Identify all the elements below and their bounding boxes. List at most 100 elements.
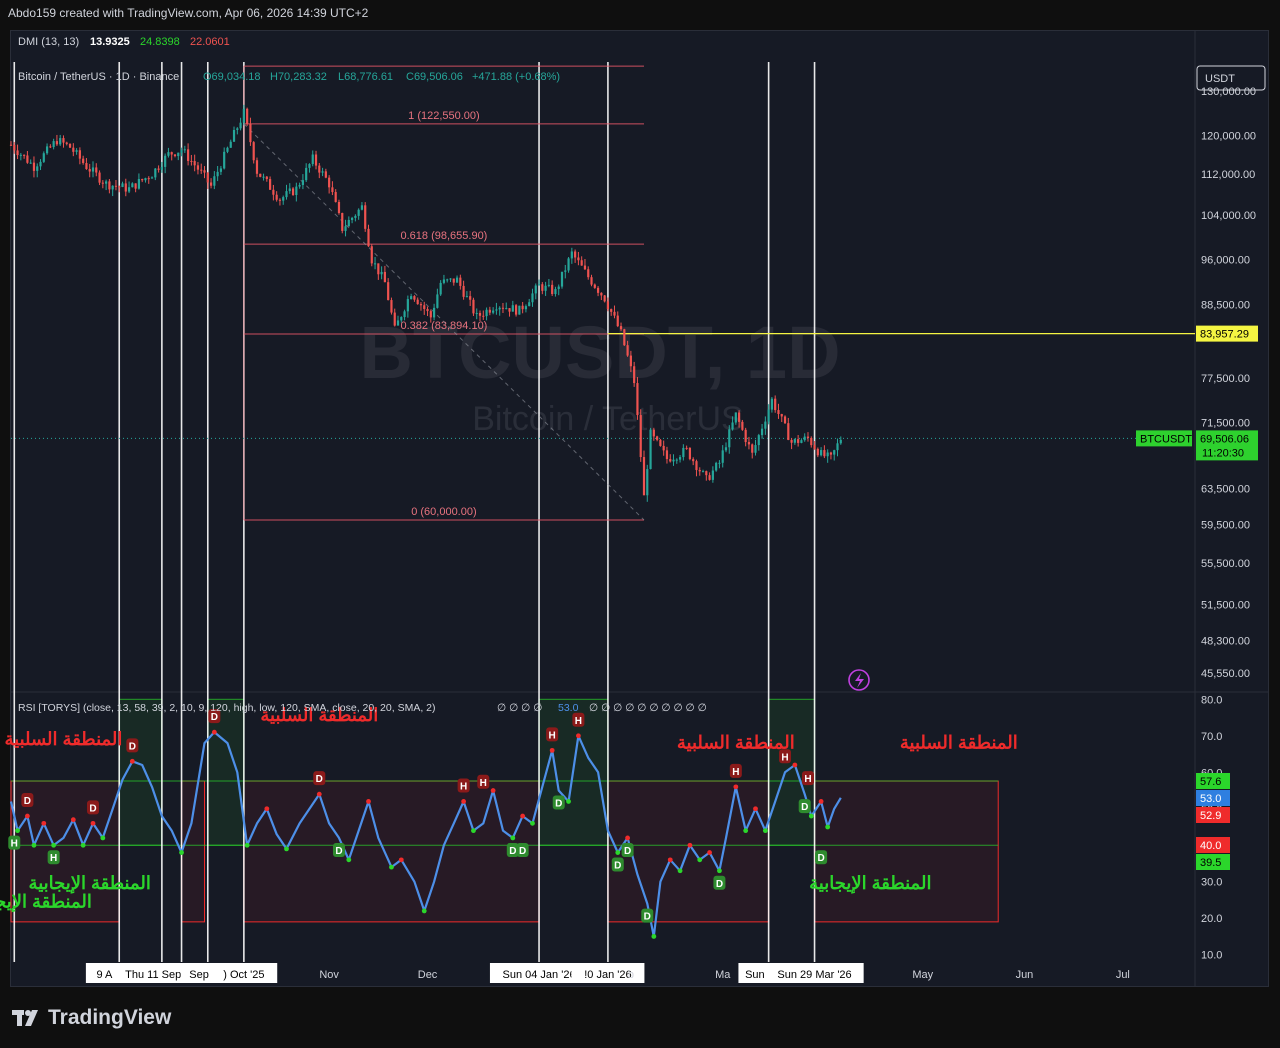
currency-box <box>1196 65 1266 91</box>
rsi-low-dot <box>51 842 57 848</box>
candle-body <box>708 475 711 480</box>
rsi-level-value: 52.9 <box>1200 810 1221 822</box>
candle-body <box>350 217 354 220</box>
candle-body <box>587 269 590 278</box>
candle-body <box>26 155 29 163</box>
candle-body <box>806 436 810 439</box>
price-tick: 48,300.00 <box>1201 635 1250 647</box>
candle-body <box>380 271 383 275</box>
horizontal-line-value: 83,957.29 <box>1200 329 1249 341</box>
candle-body <box>190 160 193 162</box>
rsi-marker-badge <box>47 850 60 865</box>
candle-body <box>137 179 141 189</box>
candle-body <box>262 176 265 178</box>
candle-body <box>649 429 652 470</box>
candle-body <box>810 438 813 446</box>
candle-body <box>567 258 570 271</box>
candle-body <box>114 185 118 187</box>
candle-body <box>554 289 557 295</box>
rsi-low-dot <box>15 828 20 834</box>
candle-body <box>534 285 537 294</box>
rsi-marker-badge <box>516 842 529 857</box>
time-tick-highlight <box>210 963 278 983</box>
rsi-marker-label: H <box>50 853 57 864</box>
candle-body <box>751 444 754 453</box>
candle-body <box>734 412 737 423</box>
time-tick: Thu 11 Sep '25 <box>125 969 198 981</box>
rsi-tick: 30.0 <box>1201 877 1222 889</box>
candle-body <box>656 436 659 440</box>
rsi-marker-label: H <box>781 752 788 763</box>
negative-zone-box <box>181 780 206 923</box>
candle-body <box>646 469 649 496</box>
text-layer: DMI (13, 13) 13.9325 24.8398 22.0601 Bitcoin… <box>18 36 870 714</box>
last-price-countdown: 11:20:30 <box>1202 447 1244 459</box>
candle-body <box>213 176 216 186</box>
rsi-low-dot <box>179 850 184 855</box>
rsi-marker-label: H <box>549 730 556 741</box>
currency-label: USDT <box>1205 73 1235 85</box>
rsi-marker-badge <box>86 800 99 815</box>
candle-body <box>236 128 239 130</box>
zone-annotation: المنطقة الإيجابية <box>29 873 151 894</box>
rsi-marker-label: D <box>716 879 723 890</box>
candle-body <box>226 147 229 152</box>
candle-body <box>308 164 311 168</box>
rsi-marker-badge <box>506 842 519 857</box>
rsi-high-dot <box>316 791 322 797</box>
rsi-level-tag <box>1196 854 1230 870</box>
rsi-level-value: 57.6 <box>1200 776 1221 788</box>
candle-body <box>639 415 642 458</box>
rsi-zones-layer <box>10 698 999 923</box>
candle-body <box>780 414 783 417</box>
candle-body <box>590 277 593 285</box>
candle-body <box>305 167 308 181</box>
candle-body <box>531 293 534 303</box>
candle-body <box>669 459 672 462</box>
candle-body <box>75 150 78 152</box>
rsi-level-value: 53.0 <box>1200 793 1221 805</box>
candle-body <box>551 284 554 295</box>
candle-body <box>629 355 632 367</box>
tradingview-logo[interactable]: TradingView <box>12 1006 171 1030</box>
candle-body <box>547 284 550 286</box>
candle-body <box>613 311 616 316</box>
candle-body <box>357 209 360 216</box>
candle-body <box>275 194 278 200</box>
candle-body <box>177 152 180 157</box>
rsi-high-dot <box>461 799 467 804</box>
rsi-marker-label: H <box>732 767 739 778</box>
alert-bolt-icon <box>855 673 864 688</box>
price-tick: 59,500.00 <box>1201 520 1250 532</box>
candle-body <box>311 154 314 165</box>
candle-body <box>521 305 524 310</box>
rsi-marker-label: H <box>480 778 487 789</box>
rsi-marker-badge <box>621 842 634 857</box>
candle-body <box>570 251 573 259</box>
candle-body <box>760 428 764 436</box>
candle-body <box>416 299 419 305</box>
rsi-low-dot <box>31 842 37 848</box>
tradingview-logo-icon <box>12 1010 38 1026</box>
candle-body <box>633 366 636 384</box>
rsi-marker-badge <box>713 875 726 890</box>
candle-body <box>232 129 236 142</box>
candle-body <box>252 142 255 161</box>
candle-body <box>413 296 416 300</box>
rsi-marker-label: D <box>129 741 136 752</box>
candle-body <box>754 445 757 453</box>
candle-body <box>328 177 331 188</box>
candle-body <box>593 284 596 288</box>
price-tick: 96,000.00 <box>1201 254 1250 266</box>
candle-body <box>173 154 177 157</box>
rsi-marker-badge <box>552 795 565 810</box>
candle-body <box>78 150 81 159</box>
candle-body <box>282 197 285 201</box>
time-tick: !0 Jan '26 <box>584 969 631 981</box>
candle-body <box>272 189 275 195</box>
candle-body <box>157 168 160 170</box>
rsi-high-dot <box>576 733 581 739</box>
candle-body <box>65 142 68 144</box>
rsi-marker-badge <box>729 763 742 778</box>
